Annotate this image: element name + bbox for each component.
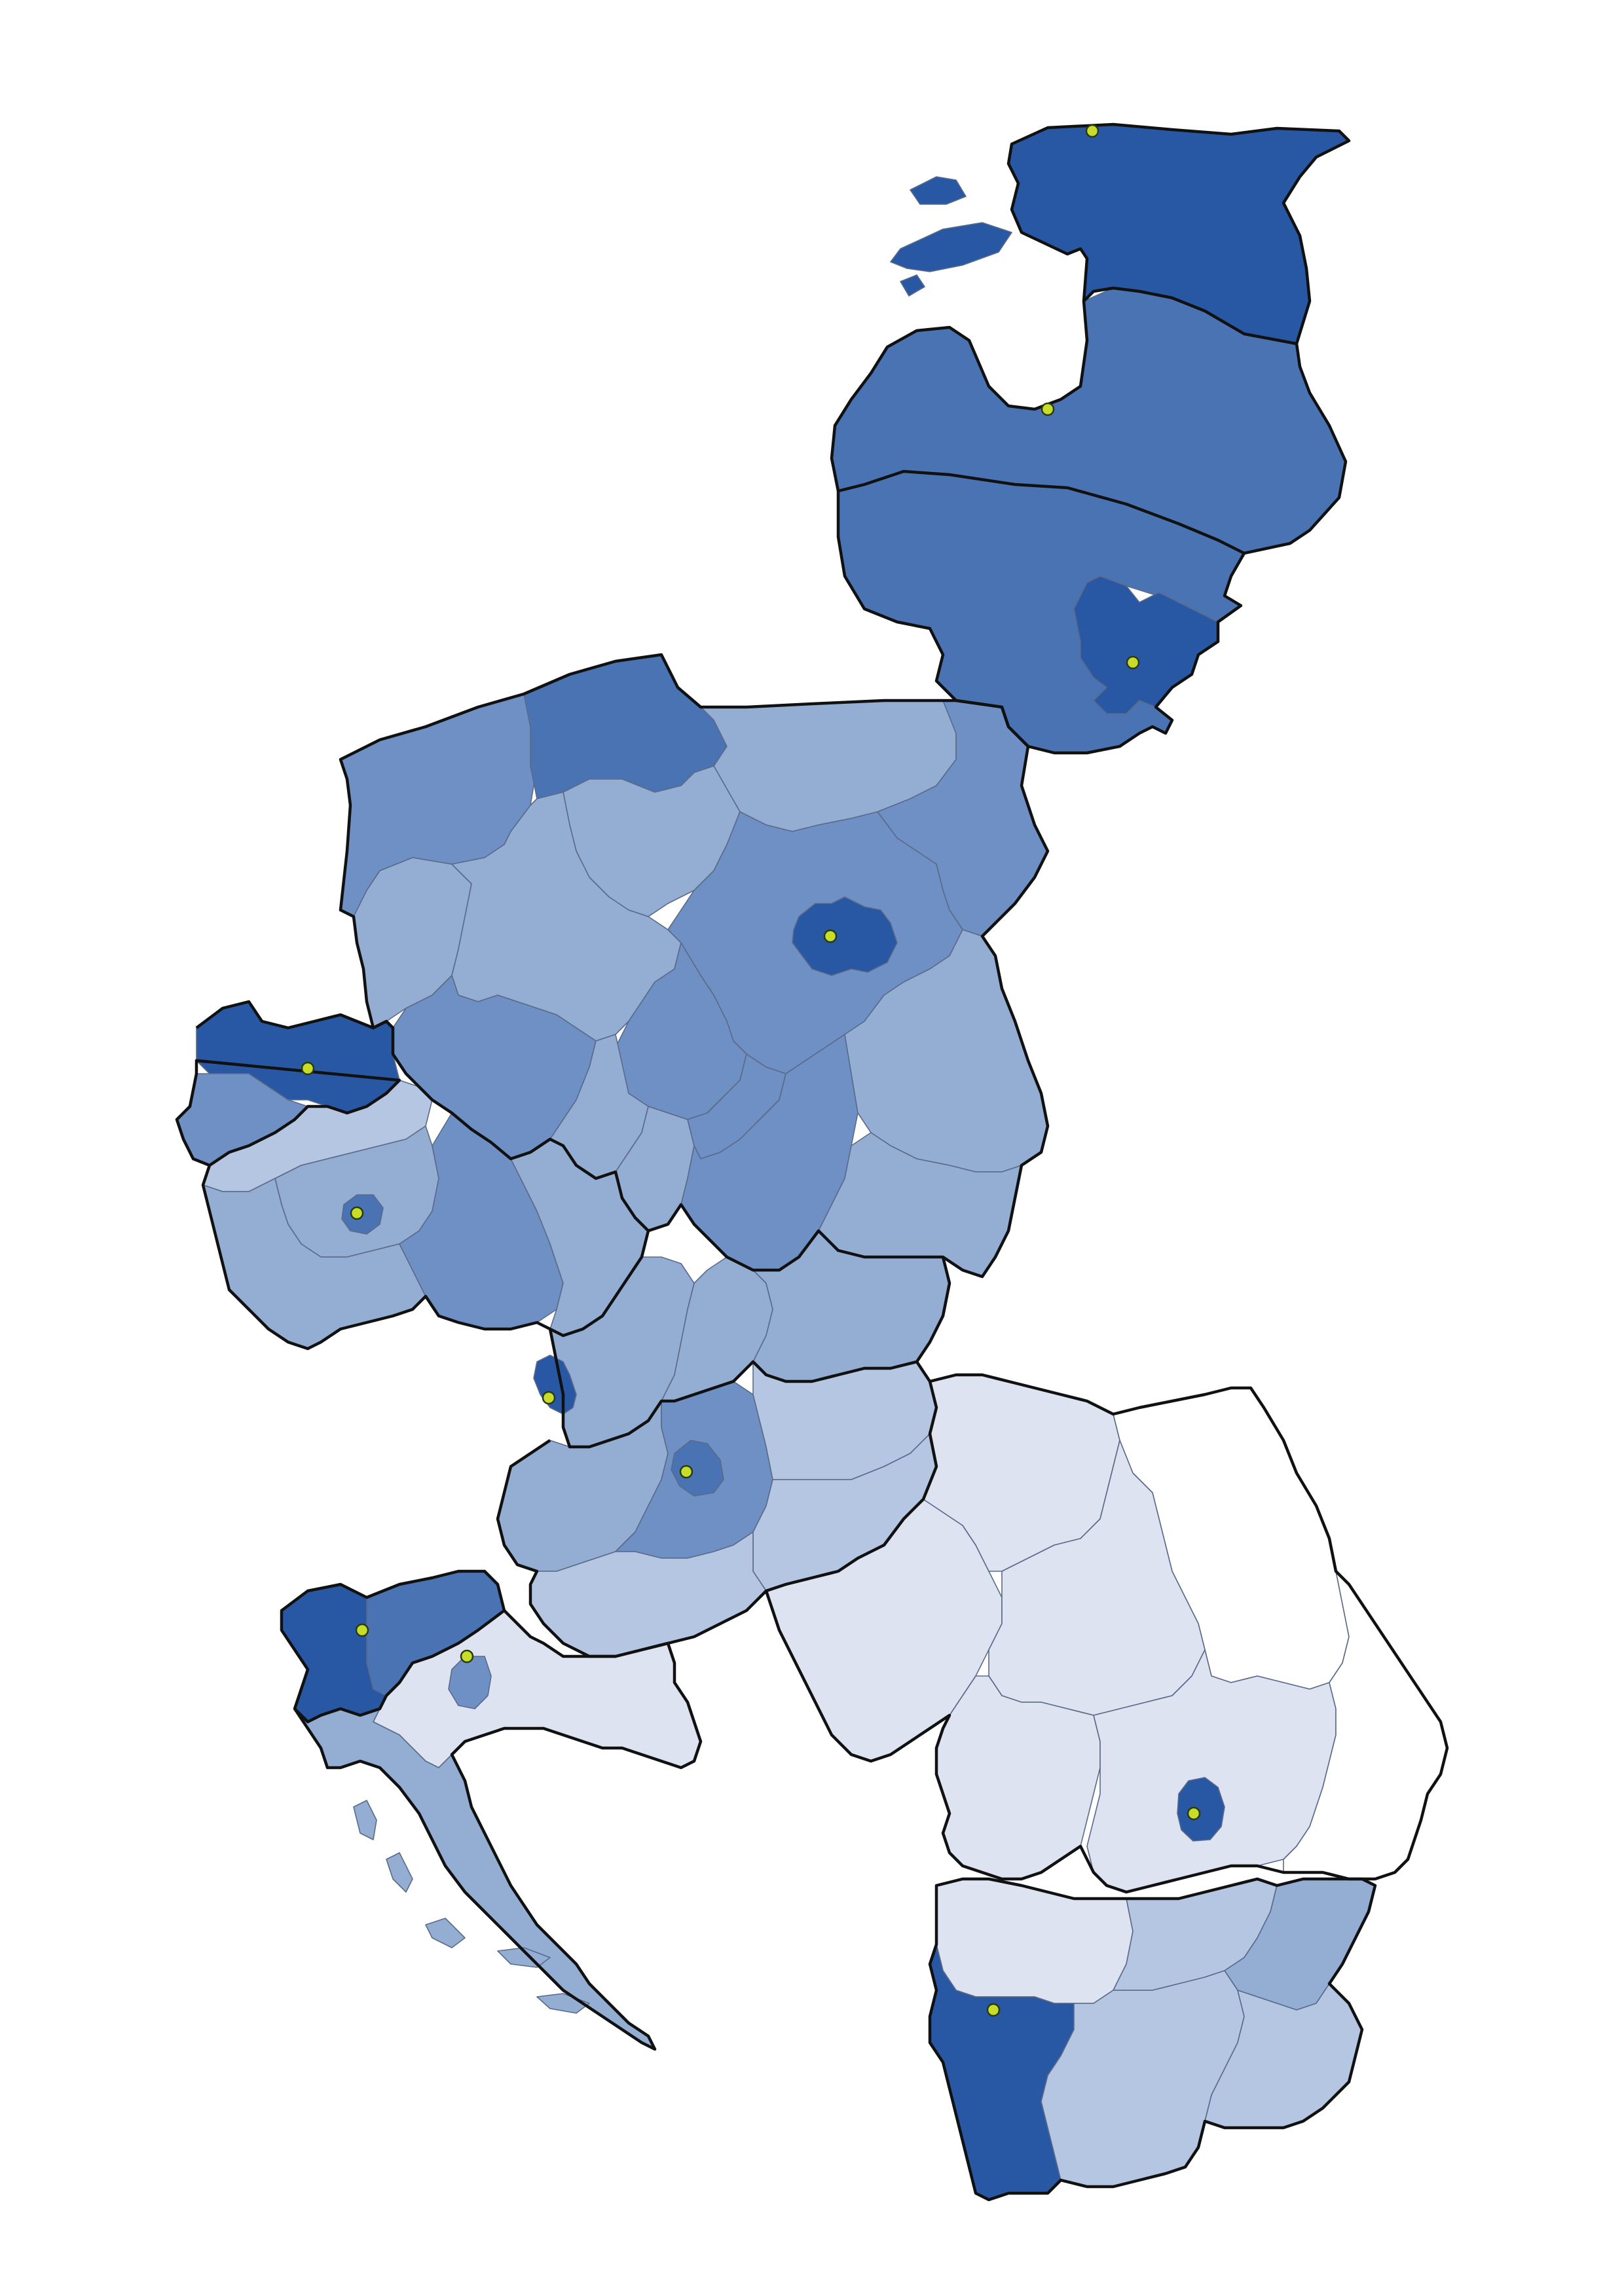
region-budapest — [671, 1440, 724, 1497]
border-croatia — [293, 1609, 703, 2051]
border-bulgaria — [928, 1877, 1377, 2202]
capital-marker-bratislava — [542, 1391, 556, 1405]
capital-marker-budapest — [679, 1465, 693, 1479]
capital-marker-ljubljana — [355, 1623, 369, 1637]
border-germany-czech — [175, 1000, 401, 1167]
region-croatia-adriatic — [294, 1708, 655, 2050]
capital-marker-warsaw — [823, 929, 838, 943]
region-croatia-island-1 — [353, 1800, 377, 1840]
border-hungary-outer — [496, 1360, 938, 1658]
capital-marker-vilnius — [1126, 655, 1140, 670]
capital-marker-tallinn — [1085, 124, 1099, 138]
border-estonia — [1006, 122, 1351, 346]
region-warsaw — [792, 896, 898, 976]
border-romania — [764, 1373, 1449, 1894]
border-poland — [339, 653, 1050, 1279]
capital-marker-prague — [350, 1206, 364, 1220]
capital-marker-zagreb — [460, 1649, 474, 1664]
region-croatia-island-2 — [386, 1852, 413, 1893]
border-slovenia — [280, 1569, 506, 1724]
region-estonia-island-saaremaa — [890, 222, 1012, 272]
border-slovakia-hungary — [548, 1256, 951, 1449]
border-czech — [201, 1165, 650, 1351]
capital-marker-riga — [1041, 402, 1055, 416]
capital-marker-sofia — [986, 2003, 1001, 2017]
country-borders — [175, 122, 1449, 2202]
border-latvia-lithuania — [838, 469, 1246, 555]
region-croatia-island-3 — [425, 1918, 466, 1948]
region-estonia-island-hiiumaa — [910, 176, 967, 205]
region-estonia-island-small — [900, 274, 925, 297]
capital-marker-berlin — [301, 1061, 315, 1076]
regions-layer — [176, 124, 1448, 2200]
region-bucharest — [1177, 1777, 1225, 1842]
capital-marker-bucharest — [1187, 1806, 1201, 1821]
capital-markers — [301, 124, 1201, 2017]
